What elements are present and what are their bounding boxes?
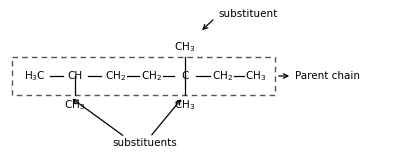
Bar [12,57,275,95]
Text: substituent: substituent [218,9,277,19]
Text: C: C [181,71,189,81]
Text: CH$_2$: CH$_2$ [212,69,232,83]
Text: CH$_2$: CH$_2$ [104,69,126,83]
Text: CH$_3$: CH$_3$ [245,69,267,83]
Text: Parent chain: Parent chain [295,71,360,81]
Text: CH$_2$: CH$_2$ [140,69,162,83]
Text: H$_3$C: H$_3$C [24,69,46,83]
Text: CH$_3$: CH$_3$ [174,40,196,54]
Text: CH$_3$: CH$_3$ [174,98,196,112]
Text: substituents: substituents [113,138,177,148]
Text: CH: CH [68,71,82,81]
Text: CH$_3$: CH$_3$ [64,98,86,112]
